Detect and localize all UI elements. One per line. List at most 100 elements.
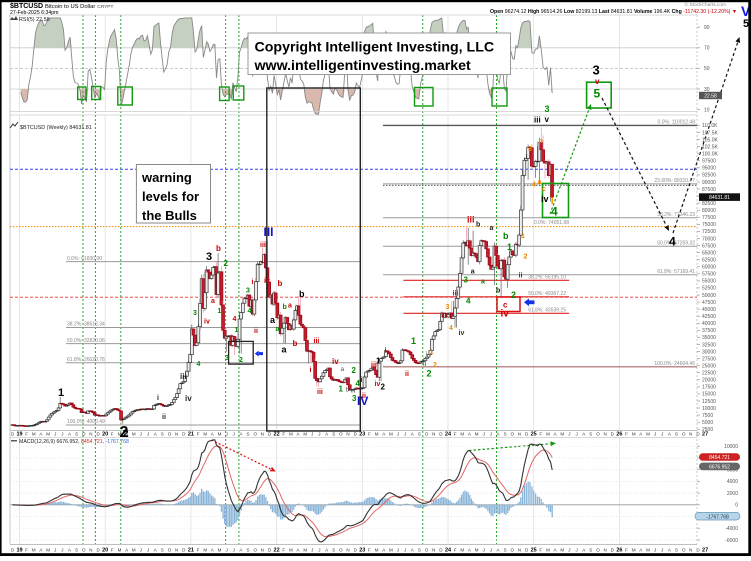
svg-text:J: J [318, 548, 320, 553]
svg-text:J: J [225, 432, 227, 437]
svg-text:M: M [32, 548, 36, 553]
svg-text:M: M [132, 432, 136, 437]
svg-text:1: 1 [218, 308, 222, 315]
svg-text:i: i [157, 395, 159, 402]
svg-text:A: A [382, 548, 385, 553]
svg-text:A: A [554, 548, 557, 553]
svg-text:F: F [454, 548, 457, 553]
svg-text:ii: ii [162, 414, 166, 421]
svg-text:a: a [471, 268, 475, 275]
svg-text:M: M [289, 548, 293, 553]
svg-text:30000: 30000 [702, 349, 716, 355]
svg-text:60000: 60000 [702, 265, 716, 271]
svg-text:a: a [538, 179, 542, 186]
svg-text:92500: 92500 [702, 173, 716, 179]
svg-text:4: 4 [248, 308, 252, 315]
svg-text:97500: 97500 [702, 159, 716, 165]
svg-text:M: M [389, 432, 393, 437]
svg-text:10000: 10000 [702, 406, 716, 412]
svg-text:J: J [404, 548, 406, 553]
svg-text:5: 5 [594, 87, 601, 101]
svg-text:45000: 45000 [702, 307, 716, 313]
svg-text:O: O [425, 432, 429, 437]
svg-text:M: M [132, 548, 136, 553]
svg-text:2: 2 [352, 366, 357, 375]
svg-text:b: b [283, 304, 287, 311]
svg-text:ii: ii [254, 328, 258, 335]
svg-text:2: 2 [433, 362, 437, 369]
svg-text:O: O [82, 548, 86, 553]
svg-text:S: S [675, 432, 678, 437]
svg-text:37500: 37500 [702, 328, 716, 334]
svg-text:S: S [246, 548, 249, 553]
svg-text:J: J [233, 432, 235, 437]
svg-text:23: 23 [359, 432, 365, 438]
svg-text:32500: 32500 [702, 342, 716, 348]
svg-text:77500: 77500 [702, 215, 716, 221]
svg-text:levels for: levels for [142, 189, 199, 204]
svg-text:M: M [475, 432, 479, 437]
svg-text:M: M [560, 548, 564, 553]
svg-text:N: N [346, 432, 349, 437]
svg-text:A: A [582, 432, 585, 437]
svg-text:M: M [632, 548, 636, 553]
svg-text:N: N [518, 548, 521, 553]
svg-text:A: A [125, 548, 128, 553]
svg-text:35000: 35000 [702, 335, 716, 341]
svg-text:20: 20 [102, 432, 108, 438]
svg-text:27: 27 [702, 432, 708, 438]
svg-text:A: A [296, 548, 299, 553]
svg-text:b: b [299, 289, 305, 299]
svg-text:J: J [147, 432, 149, 437]
svg-text:A: A [68, 548, 71, 553]
svg-text:38.2%: 77346.23: 38.2%: 77346.23 [657, 212, 695, 218]
svg-text:2: 2 [511, 290, 516, 300]
svg-text:4: 4 [532, 182, 536, 189]
svg-text:110.0K: 110.0K [702, 123, 718, 129]
svg-text:J: J [311, 548, 313, 553]
svg-text:b: b [539, 138, 543, 145]
svg-text:1: 1 [58, 387, 64, 399]
svg-text:27-Feb-2025 6:34pm: 27-Feb-2025 6:34pm [10, 10, 58, 16]
svg-text:4: 4 [669, 235, 676, 249]
svg-text:F: F [25, 432, 28, 437]
svg-text:A: A [154, 432, 157, 437]
svg-text:65000: 65000 [702, 250, 716, 256]
svg-text:90: 90 [704, 25, 710, 31]
svg-text:O: O [682, 432, 686, 437]
svg-text:N: N [175, 432, 178, 437]
svg-text:M: M [32, 432, 36, 437]
svg-text:F: F [197, 548, 200, 553]
svg-text:M: M [289, 432, 293, 437]
svg-text:i: i [385, 347, 387, 354]
svg-text:12500: 12500 [702, 399, 716, 405]
svg-text:-6000: -6000 [725, 538, 738, 544]
svg-text:O: O [168, 432, 172, 437]
svg-text:84631.81: 84631.81 [709, 195, 730, 201]
svg-text:67500: 67500 [702, 243, 716, 249]
svg-text:O: O [253, 548, 257, 553]
svg-text:3: 3 [246, 288, 250, 295]
svg-text:26: 26 [616, 548, 622, 554]
svg-text:F: F [111, 548, 114, 553]
svg-text:ii: ii [405, 371, 409, 378]
svg-text:J: J [147, 548, 149, 553]
svg-text:A: A [554, 432, 557, 437]
svg-text:50.0%: 67259.32: 50.0%: 67259.32 [657, 240, 695, 246]
svg-text:J: J [140, 548, 142, 553]
svg-text:J: J [654, 432, 656, 437]
svg-text:the Bulls: the Bulls [142, 208, 197, 223]
svg-text:22.58: 22.58 [704, 94, 717, 100]
svg-text:J: J [483, 548, 485, 553]
svg-text:23.60%: 89310.77: 23.60%: 89310.77 [654, 178, 695, 184]
svg-text:ii: ii [519, 273, 523, 280]
svg-text:J: J [318, 432, 320, 437]
svg-text:N: N [175, 548, 178, 553]
svg-text:90000: 90000 [702, 180, 716, 186]
svg-text:iv: iv [204, 319, 210, 326]
svg-text:J: J [61, 432, 63, 437]
svg-text:100.0K: 100.0K [702, 152, 719, 158]
svg-text:A: A [211, 548, 214, 553]
svg-text:F: F [197, 432, 200, 437]
svg-text:4000: 4000 [727, 479, 738, 485]
